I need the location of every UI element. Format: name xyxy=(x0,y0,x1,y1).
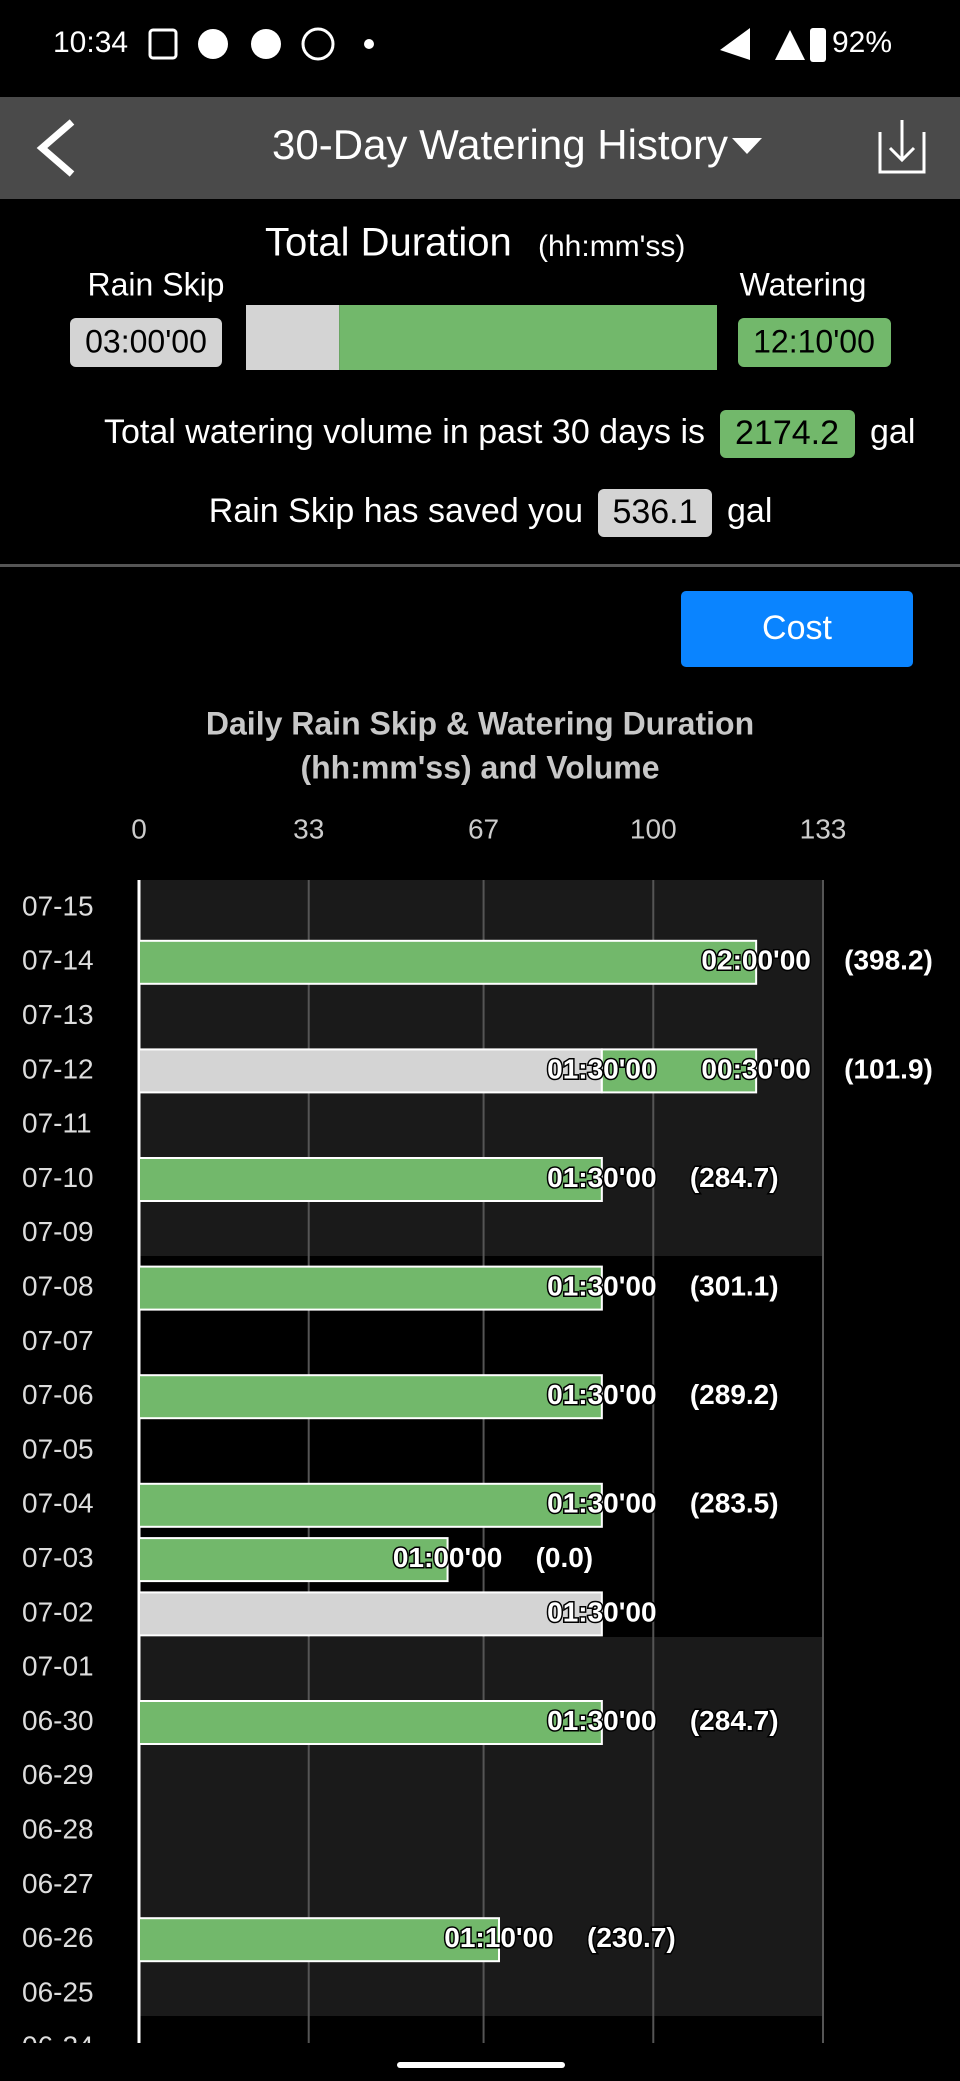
chart: 07-15 07-14 07-13 07-12 07-11 07-10 07-09 07-08… xyxy=(22,880,934,2062)
status-time: 10:34 xyxy=(53,26,128,59)
y-tick-label: 06-29 xyxy=(22,1759,94,1790)
chart-subtitle: (hh:mm'ss) and Volume xyxy=(300,749,659,785)
duration-label: 01:30'00 xyxy=(547,1705,656,1736)
duration-label: 00:30'00 xyxy=(701,1053,810,1084)
volume-unit: gal xyxy=(870,413,915,451)
volume-label: (284.7) xyxy=(690,1705,779,1736)
y-tick-label: 06-30 xyxy=(22,1705,94,1736)
watering-box xyxy=(738,318,891,367)
watering-label: Watering xyxy=(740,266,867,302)
summary-bar-watering xyxy=(339,305,717,370)
y-tick-label: 07-01 xyxy=(22,1651,94,1682)
bar-segment xyxy=(138,1700,603,1745)
y-tick-label: 07-12 xyxy=(22,1053,94,1084)
status-battery: 92% xyxy=(832,26,892,59)
volume-label: (0.0) xyxy=(536,1542,594,1573)
duration-label: 01:30'00 xyxy=(547,1488,656,1519)
y-tick-label: 07-10 xyxy=(22,1162,94,1193)
back-button[interactable] xyxy=(36,119,75,177)
volume-label: (398.2) xyxy=(844,945,933,976)
volume-value: 2174.2 xyxy=(735,414,839,452)
x-tick-label: 67 xyxy=(468,813,499,844)
duration-label: 01:30'00 xyxy=(547,1379,656,1410)
watering-duration: 12:10'00 xyxy=(753,323,875,359)
bar-segment xyxy=(138,1265,603,1311)
y-tick-label: 07-09 xyxy=(22,1216,94,1247)
bar-segment xyxy=(600,1048,758,1094)
dropdown-arrow[interactable] xyxy=(732,138,762,154)
bar-segment xyxy=(138,939,758,985)
home-indicator[interactable] xyxy=(397,2062,565,2068)
y-tick-label: 06-25 xyxy=(22,1976,94,2007)
y-tick-label: 07-03 xyxy=(22,1542,94,1573)
rain-skip-duration: 03:00'00 xyxy=(85,323,207,359)
y-tick-label: 07-07 xyxy=(22,1325,94,1356)
header-bar xyxy=(0,97,960,199)
saved-text: Rain Skip has saved you xyxy=(209,492,583,530)
rain-skip-box xyxy=(70,318,222,367)
chart-title: Daily Rain Skip & Watering Duration xyxy=(206,705,754,741)
download-button[interactable] xyxy=(878,120,926,174)
duration-label: 01:30'00 xyxy=(547,1270,656,1301)
y-tick-label: 07-04 xyxy=(22,1488,94,1519)
y-tick-label: 06-26 xyxy=(22,1922,94,1953)
saved-box xyxy=(598,489,712,537)
cost-button-label[interactable]: Cost xyxy=(762,609,832,647)
y-tick-label: 07-13 xyxy=(22,999,94,1030)
duration-label: 01:30'00 xyxy=(547,1596,656,1627)
volume-box xyxy=(720,410,855,458)
volume-label: (283.5) xyxy=(690,1488,779,1519)
volume-label: (230.7) xyxy=(587,1922,676,1953)
bar-segment xyxy=(138,1048,603,1094)
y-tick-label: 06-24 xyxy=(22,2031,94,2062)
x-tick-label: 33 xyxy=(293,813,324,844)
y-tick-label: 06-28 xyxy=(22,1813,94,1844)
bar-segment xyxy=(138,1482,603,1528)
status-icons xyxy=(148,27,826,62)
saved-value: 536.1 xyxy=(612,493,697,531)
bar-segment xyxy=(138,1591,603,1637)
y-tick-label: 07-15 xyxy=(22,890,94,921)
bar-segment xyxy=(138,1374,603,1420)
volume-label: (301.1) xyxy=(690,1270,779,1301)
duration-label: 01:30'00 xyxy=(547,1162,656,1193)
volume-label: (101.9) xyxy=(844,1053,933,1084)
y-tick-label: 07-05 xyxy=(22,1433,94,1464)
y-tick-label: 06-27 xyxy=(22,1868,94,1899)
divider xyxy=(0,564,960,567)
x-tick-label: 133 xyxy=(800,813,847,844)
rain-skip-label: Rain Skip xyxy=(88,266,225,302)
duration-label: 02:00'00 xyxy=(701,945,810,976)
saved-unit: gal xyxy=(727,492,772,530)
x-tick-label: 100 xyxy=(630,813,677,844)
summary-title: Total Duration xyxy=(265,221,512,265)
y-tick-label: 07-14 xyxy=(22,945,94,976)
y-tick-label: 07-08 xyxy=(22,1270,94,1301)
cost-button[interactable] xyxy=(681,591,913,667)
volume-label: (284.7) xyxy=(690,1162,779,1193)
y-tick-label: 07-06 xyxy=(22,1379,94,1410)
summary-unit: (hh:mm'ss) xyxy=(538,230,685,263)
header-title[interactable]: 30-Day Watering History xyxy=(272,121,728,168)
volume-text: Total watering volume in past 30 days is xyxy=(104,413,705,451)
bar-segment xyxy=(138,1157,603,1202)
summary-bar-rain-skip xyxy=(246,305,340,370)
x-tick-label: 0 xyxy=(131,813,147,844)
volume-label: (289.2) xyxy=(690,1379,779,1410)
duration-label: 01:30'00 xyxy=(547,1053,656,1084)
duration-label: 01:10'00 xyxy=(444,1922,553,1953)
duration-label: 01:00'00 xyxy=(393,1542,502,1573)
y-tick-label: 07-02 xyxy=(22,1596,94,1627)
y-tick-label: 07-11 xyxy=(22,1108,92,1139)
bar-segment xyxy=(138,1537,449,1583)
bar-segment xyxy=(138,1917,500,1963)
